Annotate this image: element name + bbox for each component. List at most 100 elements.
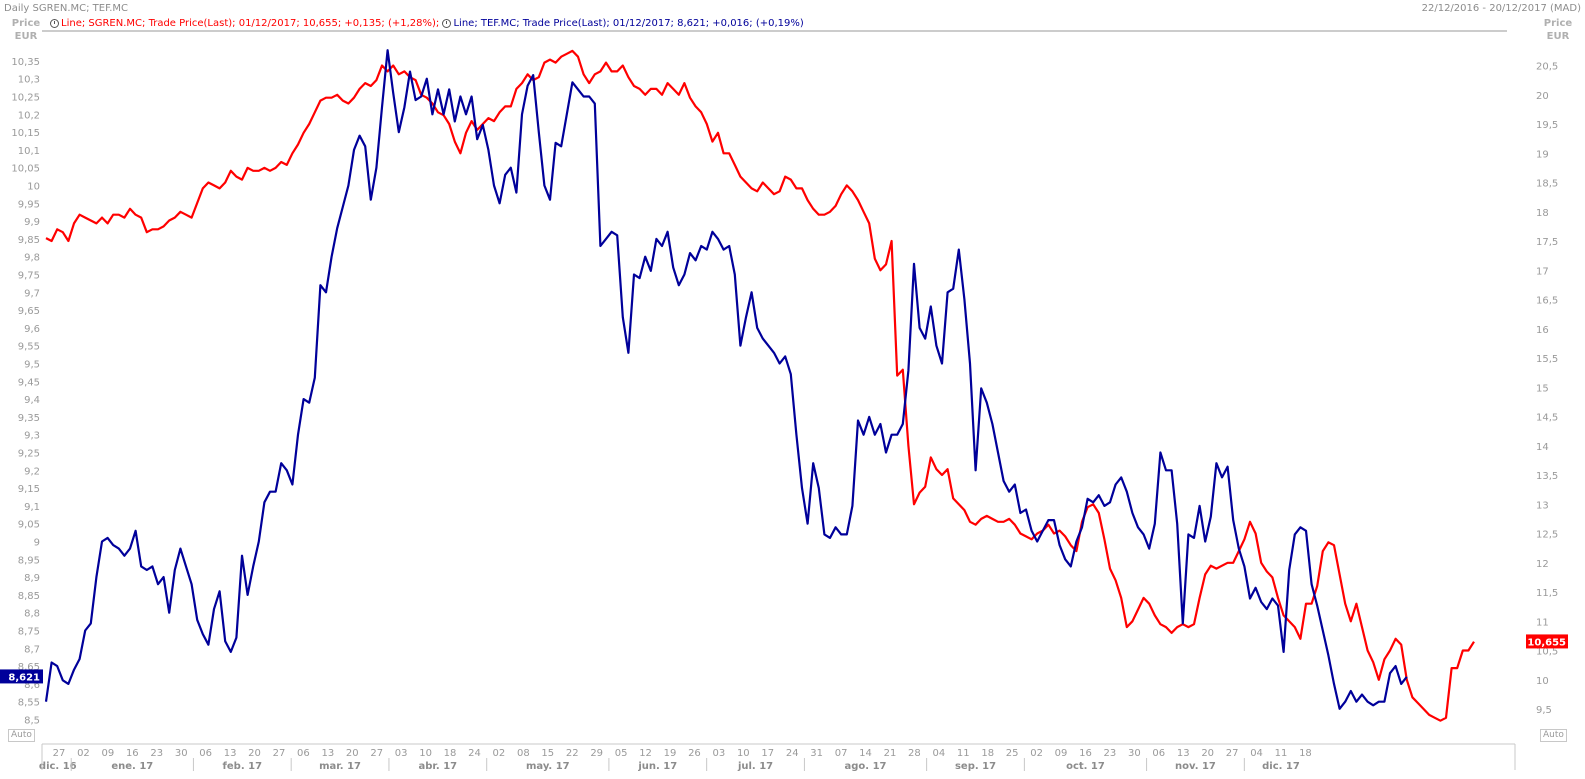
right-tick-label: 20 [1536,91,1549,102]
left-axis-title: Price EUR [6,17,46,43]
right-tick-label: 12,5 [1536,530,1558,541]
left-tick-label: 8,65 [18,662,40,673]
sgren-price-tag-label: 10,655 [1527,637,1566,648]
right-tick-label: 20,5 [1536,62,1558,73]
x-tick-label: 21 [884,748,897,759]
x-tick-label: 15 [541,748,554,759]
x-tick-label: 05 [615,748,628,759]
x-tick-label: 09 [1055,748,1068,759]
x-tick-label: 18 [444,748,457,759]
x-tick-label: 27 [370,748,383,759]
x-tick-label: 06 [199,748,212,759]
tef-price-tag [0,669,43,684]
month-label: ago. 17 [845,761,887,772]
legend-sgren[interactable]: Line; SGREN.MC; Trade Price(Last); 01/12… [61,18,440,29]
left-axis-title-line1: Price [11,18,41,29]
date-range: 22/12/2016 - 20/12/2017 (MAD) [1421,3,1581,14]
left-tick-label: 9,65 [18,306,40,317]
left-axis-title-line2: EUR [14,31,38,42]
right-tick-label: 16 [1536,325,1549,336]
x-tick-label: 14 [859,748,872,759]
x-tick-label: 09 [102,748,115,759]
x-axis: 27 02 09 16 23 30 06 13 20 27 06 13 20 27 03 10 18 24 02 08… [39,748,1312,772]
x-tick-label: 02 [493,748,506,759]
tef-price-tag-label: 8,621 [8,672,40,683]
chart-title: Daily SGREN.MC; TEF.MC [4,3,129,14]
month-label: jun. 17 [637,761,677,772]
x-tick-label: 06 [297,748,310,759]
legend: Line; SGREN.MC; Trade Price(Last); 01/12… [50,18,804,30]
x-tick-label: 02 [1030,748,1043,759]
right-tick-label: 13,5 [1536,471,1558,482]
x-tick-label: 07 [835,748,848,759]
left-tick-label: 10 [27,182,40,193]
right-tick-label: 14,5 [1536,413,1558,424]
x-tick-label: 30 [1128,748,1141,759]
x-tick-label: 13 [321,748,334,759]
series-line-sgren-mc [45,49,1475,722]
left-tick-label: 8,9 [24,573,40,584]
x-tick-label: 20 [346,748,359,759]
left-tick-label: 10,25 [11,93,40,104]
left-tick-label: 9,75 [18,271,40,282]
right-tick-label: 9,5 [1536,705,1552,716]
month-label: may. 17 [526,761,570,772]
left-tick-label: 8,8 [24,609,40,620]
right-auto-button[interactable]: Auto [1540,729,1567,742]
left-axis-ticks: 10,35 10,3 10,25 10,2 10,15 10,1 10,05 10 9,95 9,… [11,57,40,727]
left-auto-button[interactable]: Auto [8,729,35,742]
left-tick-label: 9 [34,538,40,549]
x-tick-label: 13 [224,748,237,759]
x-tick-label: 10 [419,748,432,759]
x-tick-label: 24 [468,748,481,759]
series-layer [44,49,1475,722]
x-tick-label: 20 [1201,748,1214,759]
sgren-price-tag [1526,634,1568,649]
x-tick-label: 28 [908,748,921,759]
legend-tef[interactable]: Line; TEF.MC; Trade Price(Last); 01/12/2… [453,18,804,29]
month-label: dic. 17 [1262,761,1300,772]
x-tick-label: 27 [273,748,286,759]
left-tick-label: 8,95 [18,555,40,566]
x-tick-label: 13 [1177,748,1190,759]
left-tick-label: 9,55 [18,342,40,353]
left-tick-label: 9,5 [24,360,40,371]
left-tick-label: 9,1 [24,502,40,513]
month-label: abr. 17 [419,761,458,772]
x-tick-label: 16 [126,748,139,759]
right-tick-label: 15,5 [1536,354,1558,365]
left-tick-label: 9,6 [24,324,40,335]
x-tick-label: 08 [517,748,530,759]
right-tick-label: 18 [1536,208,1549,219]
left-tick-label: 10,35 [11,57,40,68]
right-tick-label: 18,5 [1536,179,1558,190]
x-tick-label: 11 [1275,748,1288,759]
x-tick-label: 27 [53,748,66,759]
x-tick-label: 26 [688,748,701,759]
left-tick-label: 8,85 [18,591,40,602]
right-tick-label: 11 [1536,617,1549,628]
left-tick-label: 9,7 [24,288,40,299]
left-tick-label: 8,55 [18,698,40,709]
month-label: mar. 17 [319,761,361,772]
month-label: sep. 17 [955,761,996,772]
left-tick-label: 9,25 [18,449,40,460]
right-tick-label: 19 [1536,149,1549,160]
x-tick-label: 06 [1152,748,1165,759]
x-tick-label: 25 [1006,748,1019,759]
clock-icon[interactable] [442,19,452,28]
x-tick-label: 04 [932,748,945,759]
x-tick-label: 18 [1299,748,1312,759]
clock-icon[interactable] [50,19,59,28]
x-tick-label: 11 [957,748,970,759]
x-tick-label: 17 [761,748,774,759]
right-tick-label: 11,5 [1536,588,1558,599]
right-axis-title-line1: Price [1543,18,1573,29]
left-tick-label: 8,5 [24,716,40,727]
x-tick-label: 03 [713,748,726,759]
right-tick-label: 17,5 [1536,237,1558,248]
left-tick-label: 8,75 [18,627,40,638]
left-tick-label: 9,45 [18,377,40,388]
left-tick-label: 9,2 [24,466,40,477]
